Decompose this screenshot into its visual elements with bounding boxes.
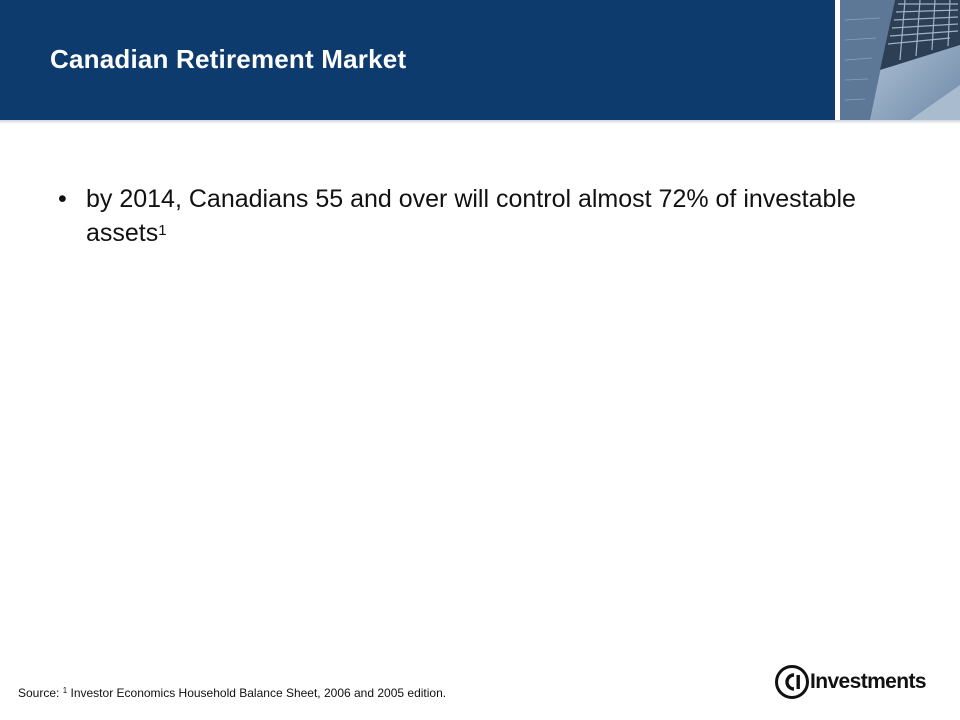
- footnote-ref: 1: [62, 686, 68, 695]
- banner-divider: [835, 0, 840, 120]
- bullet-text: by 2014, Canadians 55 and over will cont…: [86, 185, 856, 247]
- bullet-marker: •: [58, 185, 67, 213]
- slide-title: Canadian Retirement Market: [50, 44, 407, 74]
- bullet-footnote-ref: 1: [158, 222, 167, 239]
- ci-investments-logo: Investments: [775, 665, 927, 703]
- banner-shadow: [0, 120, 960, 124]
- source-footnote: Source: 1 Investor Economics Household B…: [18, 686, 446, 700]
- building-photo-icon: [840, 0, 960, 120]
- footnote-text: Investor Economics Household Balance She…: [70, 686, 447, 700]
- ci-logo-mark-icon: [775, 665, 809, 699]
- title-banner: Canadian Retirement Market: [0, 0, 835, 120]
- footnote-prefix: Source:: [18, 686, 60, 700]
- bullet-text-block: by 2014, Canadians 55 and over will cont…: [86, 182, 878, 250]
- logo-wordmark: Investments: [810, 670, 927, 693]
- bullet-item: • by 2014, Canadians 55 and over will co…: [58, 182, 878, 250]
